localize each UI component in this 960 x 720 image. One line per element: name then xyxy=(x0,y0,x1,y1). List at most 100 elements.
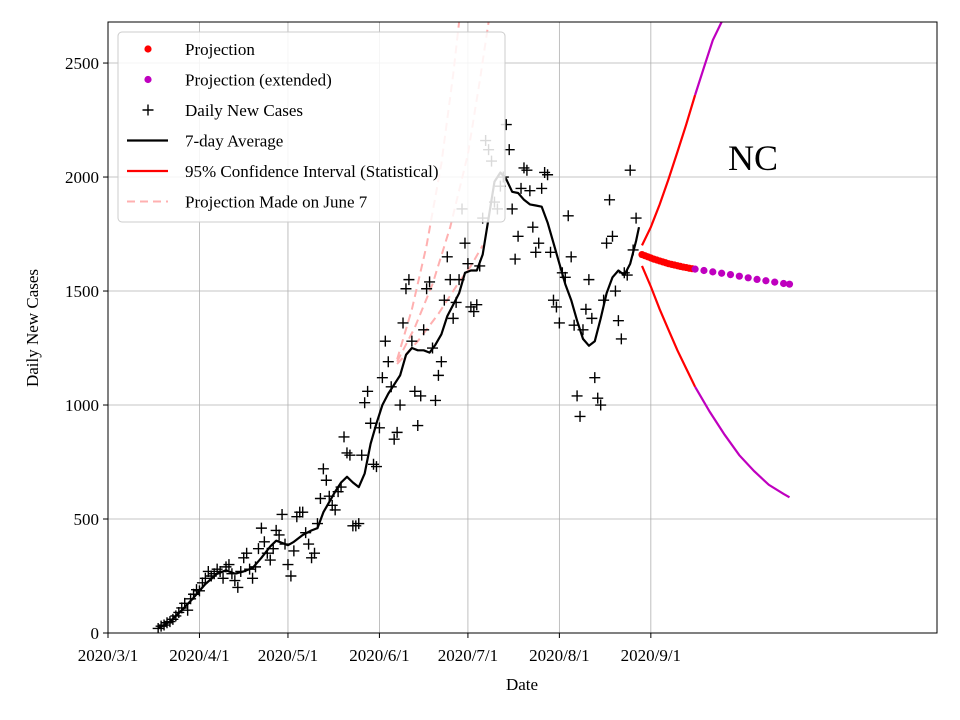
daily-case-point xyxy=(518,162,530,174)
daily-case-point xyxy=(418,324,430,336)
daily-case-point xyxy=(627,244,639,256)
daily-case-point xyxy=(205,570,217,582)
daily-case-point xyxy=(621,269,633,281)
daily-case-point xyxy=(255,522,267,534)
daily-case-point xyxy=(586,312,598,324)
daily-case-point xyxy=(606,230,618,242)
projection-extended-point xyxy=(735,272,743,280)
daily-case-point xyxy=(306,552,318,564)
daily-case-point xyxy=(547,294,559,306)
daily-case-point xyxy=(158,619,170,631)
daily-case-point xyxy=(208,568,220,580)
daily-case-point xyxy=(441,251,453,263)
daily-case-point xyxy=(559,271,571,283)
daily-case-point xyxy=(609,285,621,297)
legend-entry: Projection (extended) xyxy=(144,71,332,90)
daily-case-point xyxy=(604,194,616,206)
daily-case-point xyxy=(624,164,636,176)
daily-case-point xyxy=(202,565,214,577)
projection-extended-point xyxy=(700,266,708,275)
daily-case-point xyxy=(556,267,568,279)
daily-case-point xyxy=(199,572,211,584)
daily-case-point xyxy=(565,251,577,263)
daily-case-point xyxy=(317,463,329,475)
legend-entry: 95% Confidence Interval (Statistical) xyxy=(127,162,439,181)
daily-case-point xyxy=(509,253,521,265)
daily-case-point xyxy=(279,538,291,550)
daily-case-point xyxy=(421,283,433,295)
daily-case-point xyxy=(376,372,388,384)
daily-case-point xyxy=(574,410,586,422)
daily-case-point xyxy=(512,230,524,242)
daily-case-point xyxy=(223,559,235,571)
projection-extended-point xyxy=(779,279,788,288)
daily-case-point xyxy=(235,565,247,577)
daily-case-point xyxy=(598,294,610,306)
legend-label: Projection Made on June 7 xyxy=(185,193,368,212)
daily-case-point xyxy=(176,602,188,614)
projection-extended-point xyxy=(762,277,770,285)
plot-frame xyxy=(107,21,938,634)
daily-case-point xyxy=(164,616,176,628)
y-tick-label: 1500 xyxy=(65,282,99,301)
daily-case-point xyxy=(326,499,338,511)
legend: Projection Projection (extended) Daily New… xyxy=(117,31,506,223)
daily-case-point xyxy=(241,547,253,559)
y-axis-label: Daily New Cases xyxy=(23,269,42,387)
daily-case-point xyxy=(152,622,164,633)
daily-case-point xyxy=(359,397,371,409)
legend-marker-dot xyxy=(144,75,152,84)
projection-extended-point xyxy=(709,268,717,276)
x-tick-label: 2020/5/1 xyxy=(258,646,318,665)
x-axis-label: Date xyxy=(506,675,538,694)
y-tick-label: 2000 xyxy=(65,168,99,187)
daily-case-point xyxy=(297,506,309,518)
daily-case-point xyxy=(252,543,264,555)
x-tick-label: 2020/8/1 xyxy=(529,646,589,665)
daily-case-point xyxy=(244,563,256,575)
daily-case-point xyxy=(211,563,223,575)
daily-case-point xyxy=(258,536,270,548)
daily-case-point xyxy=(550,301,562,313)
daily-case-point xyxy=(335,481,347,493)
daily-case-point xyxy=(282,559,294,571)
daily-case-point xyxy=(247,572,259,584)
daily-case-point xyxy=(580,303,592,315)
daily-case-point xyxy=(503,144,515,156)
daily-case-point xyxy=(601,237,613,249)
daily-case-point xyxy=(193,585,205,597)
daily-case-point xyxy=(373,422,385,434)
daily-case-point xyxy=(612,315,624,327)
x-tick-label: 2020/3/1 xyxy=(78,646,138,665)
daily-case-point xyxy=(432,369,444,381)
daily-case-point xyxy=(571,390,583,402)
daily-case-point xyxy=(341,447,353,459)
daily-case-point xyxy=(344,449,356,461)
daily-case-point xyxy=(173,606,185,618)
daily-case-point xyxy=(577,324,589,336)
daily-case-point xyxy=(527,221,539,233)
daily-case-point xyxy=(427,342,439,354)
daily-case-point xyxy=(400,283,412,295)
daily-case-point xyxy=(406,335,418,347)
daily-case-point xyxy=(323,490,335,502)
daily-case-point xyxy=(429,394,441,406)
daily-case-point xyxy=(465,301,477,313)
confidence-interval-line xyxy=(641,94,697,246)
projection-extended-point xyxy=(744,274,752,282)
daily-case-point xyxy=(471,299,483,311)
daily-case-point xyxy=(533,237,545,249)
confidence-interval-line xyxy=(694,386,791,499)
daily-case-point xyxy=(468,306,480,318)
daily-case-point xyxy=(179,597,191,609)
daily-case-point xyxy=(391,426,403,438)
daily-case-point xyxy=(583,274,595,286)
daily-case-point xyxy=(300,527,312,539)
daily-case-point xyxy=(382,356,394,368)
daily-case-point xyxy=(474,260,486,272)
projection-extended-point xyxy=(785,280,794,288)
daily-case-point xyxy=(539,166,551,178)
daily-case-point xyxy=(356,449,368,461)
daily-case-point xyxy=(188,588,200,600)
y-tick-label: 1000 xyxy=(65,396,99,415)
